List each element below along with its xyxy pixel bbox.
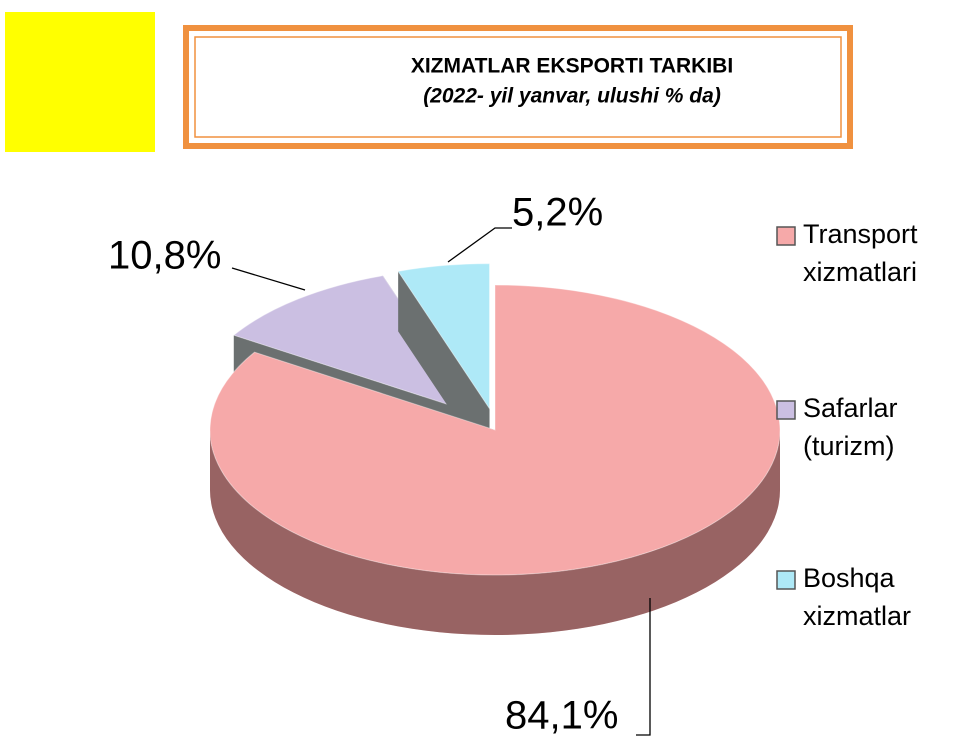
slice-face — [398, 271, 490, 469]
title-box — [183, 25, 853, 149]
leader-line — [231, 267, 306, 291]
leader-line — [447, 227, 512, 263]
slice-side-shade — [210, 430, 780, 635]
data-label: 5,2% — [512, 191, 603, 235]
legend-label: Safarlar (turizm) — [803, 393, 905, 461]
legend-marker — [776, 570, 796, 590]
legend-label: Transport xizmatlari — [803, 219, 925, 287]
yellow-block — [5, 12, 155, 152]
data-label: 10,8% — [108, 234, 221, 278]
leader-line — [636, 598, 651, 736]
chart-subtitle: (2022- yil yanvar, ulushi % da) — [423, 85, 721, 108]
chart-title: XIZMATLAR EKSPORTI TARKIBI — [411, 55, 733, 78]
title-box-inner — [194, 36, 842, 138]
data-label: 84,1% — [505, 694, 618, 738]
slice — [209, 284, 781, 576]
legend-label: Boshqa xizmatlar — [803, 563, 911, 631]
slice — [232, 275, 476, 414]
legend-marker — [776, 400, 796, 420]
slice — [397, 263, 491, 411]
legend-marker — [776, 226, 796, 246]
